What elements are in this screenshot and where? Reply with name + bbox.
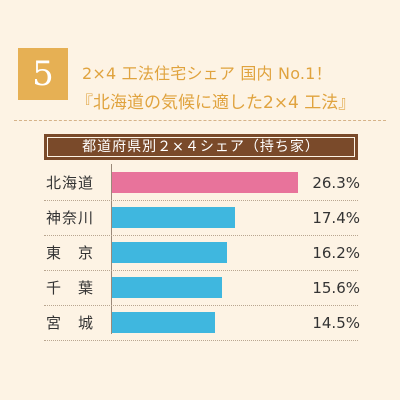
category-label: 東 京 [46,244,95,262]
bar [112,312,215,333]
row-divider [44,235,358,236]
row-divider [44,200,358,201]
section-number-badge: 5 [18,48,68,100]
category-label: 北海道 [46,174,95,192]
bar [112,277,223,298]
category-label: 神奈川 [46,209,95,227]
value-label: 17.4% [312,209,360,227]
chart-title-banner: 都道府県別２×４シェア（持ち家） [44,134,358,160]
dashed-divider [14,120,386,121]
category-label: 宮 城 [46,314,95,332]
row-divider [44,305,358,306]
category-label: 千 葉 [46,279,95,297]
value-label: 15.6% [312,279,360,297]
headline-hokkaido-climate: 『北海道の気候に適した2×4 工法』 [76,93,356,113]
headline-share-no1: 2×4 工法住宅シェア 国内 No.1！ [82,64,332,83]
chart-axis-line [111,164,112,334]
bar [112,172,298,193]
value-label: 26.3% [312,174,360,192]
chart-title: 都道府県別２×４シェア（持ち家） [82,139,320,155]
row-divider [44,340,358,341]
bar [112,242,227,263]
row-divider [44,270,358,271]
bar [112,207,236,228]
value-label: 14.5% [312,314,360,332]
value-label: 16.2% [312,244,360,262]
